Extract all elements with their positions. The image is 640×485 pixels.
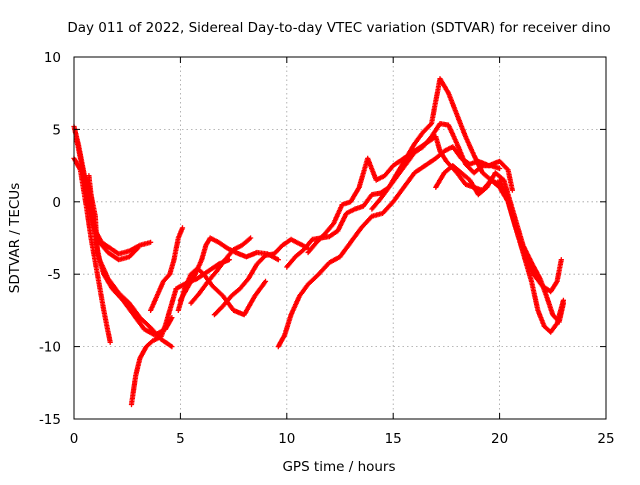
data-markers [177,235,281,303]
tick-layer: 0 5 10 15 20 25 -15 -10 -5 0 5 10 [39,50,615,447]
x-tick-label: 5 [176,431,185,447]
y-tick-label: 5 [52,122,61,138]
x-tick-label: 25 [597,431,614,447]
y-tick-label: 10 [44,50,61,66]
data-layer [71,76,566,408]
x-tick-label: 0 [70,431,79,447]
data-markers [497,177,566,335]
data-series-arc-11 [211,236,311,318]
x-axis-label: GPS time / hours [282,459,395,475]
data-series-arc-9 [177,235,281,303]
data-series-arc-5 [86,173,175,350]
data-markers [188,235,254,306]
data-series-arc-7 [148,225,186,313]
y-tick-label: -5 [48,267,61,283]
x-tick-label: 15 [385,431,402,447]
grid-layer [74,57,606,419]
y-tick-label: 0 [52,195,61,211]
y-axis-label: SDTVAR / TECUs [7,183,23,293]
x-tick-label: 20 [491,431,508,447]
plot-frame [73,56,607,420]
data-series-arc-17 [497,177,566,335]
y-tick-label: -10 [39,340,61,356]
data-markers [211,236,311,318]
data-markers [86,173,175,350]
data-markers [148,225,186,313]
x-tick-label: 10 [278,431,295,447]
chart-title: Day 011 of 2022, Sidereal Day-to-day VTE… [67,20,610,36]
y-tick-label: -15 [39,412,61,428]
data-series-arc-10 [188,235,254,306]
